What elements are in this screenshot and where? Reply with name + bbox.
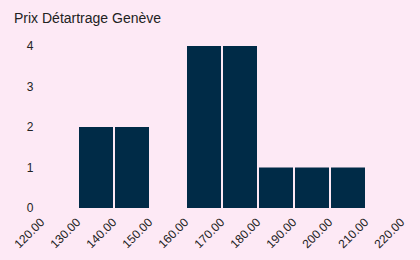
html-text:Prix Détartrage Genève: Prix Détartrage Genève — [14, 10, 162, 26]
svg-text:200.00: 200.00 — [299, 215, 335, 251]
svg-text:170.00: 170.00 — [191, 215, 227, 251]
svg-text:140.00: 140.00 — [83, 215, 119, 251]
svg-text:4: 4 — [27, 39, 34, 53]
svg-text:0: 0 — [27, 201, 34, 215]
svg-text:3: 3 — [27, 80, 34, 94]
svg-text:160.00: 160.00 — [155, 215, 191, 251]
svg-text:220.00: 220.00 — [371, 215, 407, 251]
svg-text:180.00: 180.00 — [227, 215, 263, 251]
svg-text:2: 2 — [27, 120, 34, 134]
svg-text:120.00: 120.00 — [11, 215, 47, 251]
svg-text:190.00: 190.00 — [263, 215, 299, 251]
svg-text:130.00: 130.00 — [47, 215, 83, 251]
svg-text:210.00: 210.00 — [335, 215, 371, 251]
svg-text:150.00: 150.00 — [119, 215, 155, 251]
svg-text:1: 1 — [27, 161, 34, 175]
